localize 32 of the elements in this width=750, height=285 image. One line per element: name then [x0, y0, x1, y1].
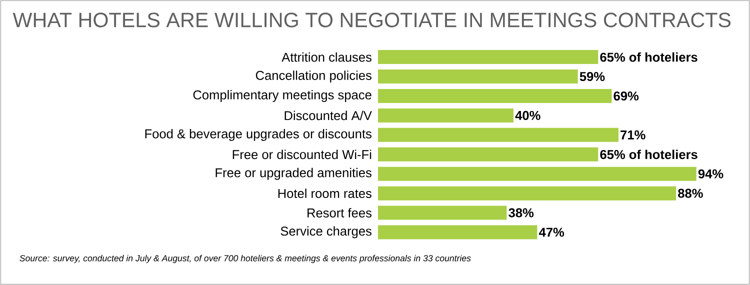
data-label: 71%: [620, 130, 646, 140]
data-label: 88%: [678, 188, 703, 198]
data-label: 69%: [614, 91, 639, 101]
data-label: 47%: [538, 228, 564, 237]
y-tick-label: Service charges: [280, 226, 372, 238]
data-label: 65% of hoteliers: [600, 52, 698, 62]
bar: [378, 50, 598, 64]
y-tick-label: Discounted A/V: [284, 110, 372, 120]
data-label: 40%: [515, 110, 540, 120]
bar: [378, 70, 578, 84]
bar: [378, 147, 598, 162]
y-tick-label: Cancellation policies: [256, 70, 372, 82]
y-tick-label: Complimentary meetings space: [193, 90, 372, 102]
y-tick-label: Attrition clauses: [282, 52, 372, 62]
bar: [378, 166, 696, 181]
data-label: 94%: [698, 169, 724, 178]
bar: [378, 225, 538, 240]
data-label: 59%: [580, 72, 605, 82]
bar: [378, 206, 507, 220]
y-tick-label: Resort fees: [308, 208, 372, 218]
y-tick-label: Free or discounted Wi-Fi: [232, 150, 372, 160]
data-label: 38%: [508, 208, 534, 218]
y-tick-label: Hotel room rates: [278, 188, 372, 198]
bar: [378, 108, 514, 122]
chart-title: WHAT HOTELS ARE WILLING TO NEGOTIATE IN MEETINGS CONTRACTS: [12, 12, 731, 28]
bar: [378, 186, 676, 200]
data-label: 65% of hoteliers: [600, 150, 698, 160]
y-tick-label: Food & beverage upgrades or discounts: [145, 128, 372, 141]
y-tick-label: Free or upgraded amenities: [216, 168, 372, 180]
bar: [378, 128, 618, 142]
bar: [378, 88, 612, 103]
source-note: Source: survey, conducted in July & August, of over 700 hoteliers & meetings & events professionals in 33 countries: [20, 254, 471, 264]
